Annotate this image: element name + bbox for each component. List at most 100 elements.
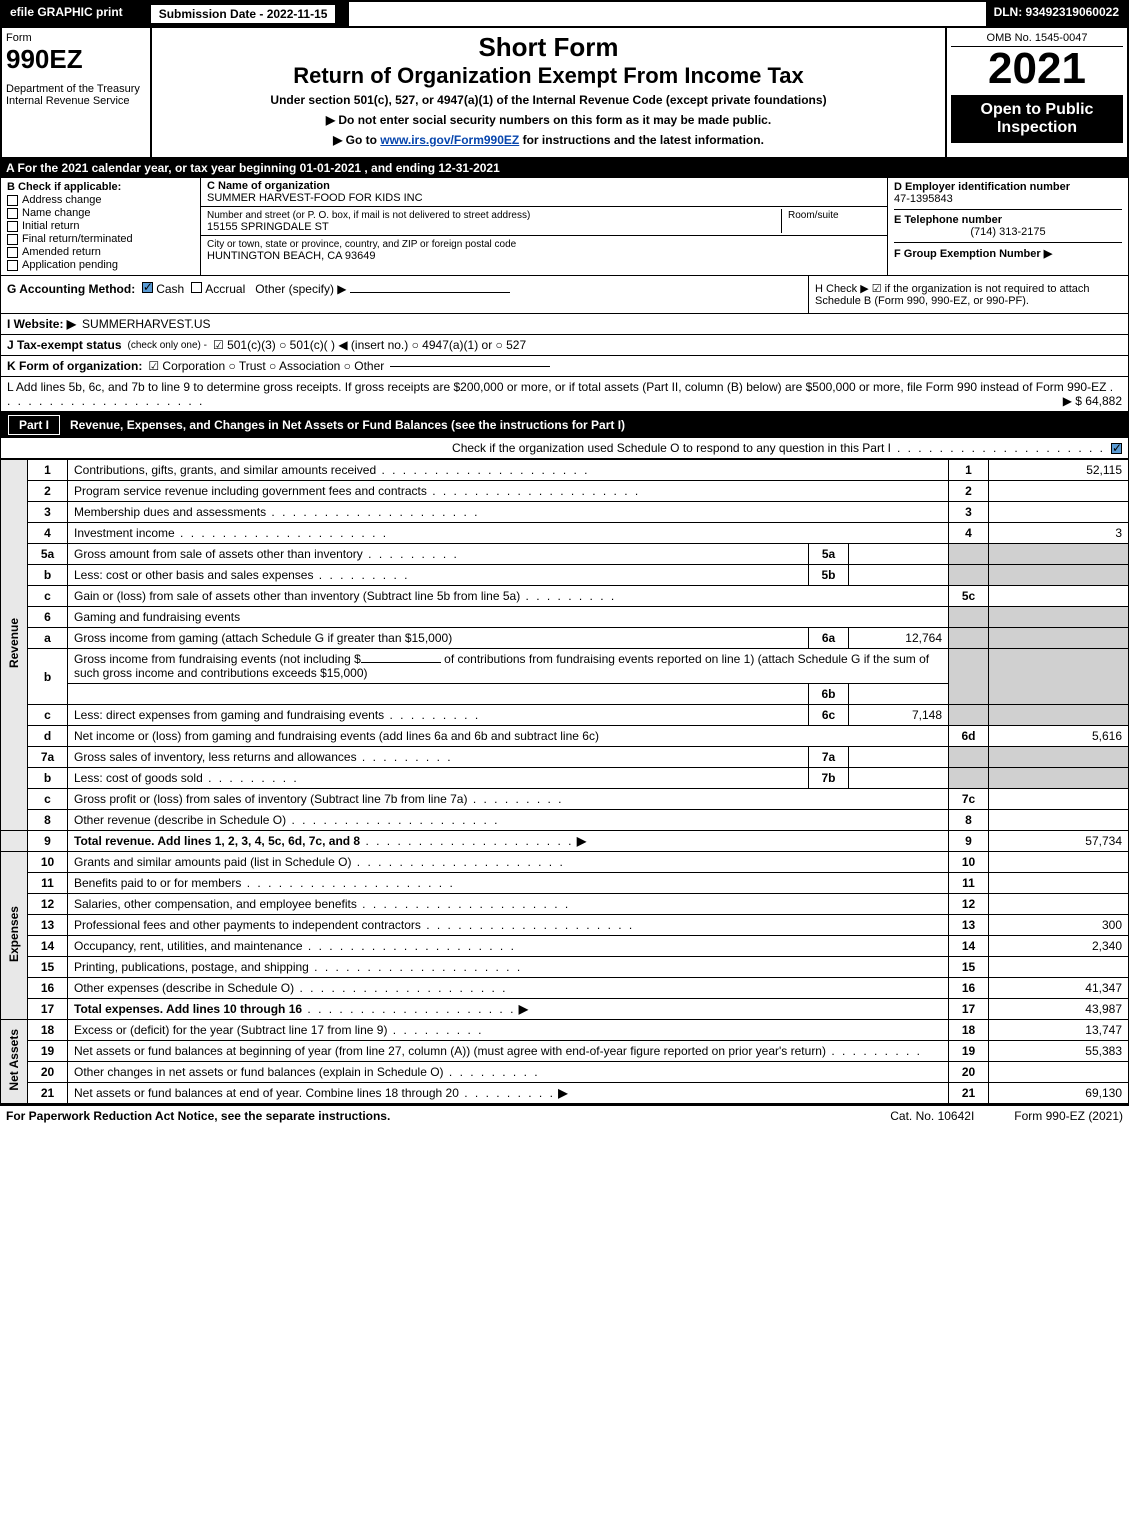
- department-label: Department of the Treasury Internal Reve…: [6, 83, 146, 107]
- checkbox-icon: [7, 221, 18, 232]
- checkbox-icon: [7, 247, 18, 258]
- dots-icon: [897, 441, 1105, 455]
- j-sub: (check only one) -: [128, 340, 207, 351]
- table-row: c Gain or (loss) from sale of assets oth…: [1, 586, 1129, 607]
- amt-line9: 57,734: [989, 831, 1129, 852]
- irs-link[interactable]: www.irs.gov/Form990EZ: [380, 133, 519, 147]
- arrow-icon: ▶: [558, 1086, 567, 1100]
- org-address: 15155 SPRINGDALE ST: [207, 221, 329, 233]
- table-row: 2 Program service revenue including gove…: [1, 481, 1129, 502]
- chk-final-return[interactable]: Final return/terminated: [7, 233, 194, 245]
- section-b: B Check if applicable: Address change Na…: [1, 178, 201, 275]
- efile-print-label[interactable]: efile GRAPHIC print: [2, 2, 133, 26]
- under-section: Under section 501(c), 527, or 4947(a)(1)…: [162, 93, 935, 107]
- addr-label: Number and street (or P. O. box, if mail…: [207, 210, 530, 221]
- amt-line1: 52,115: [989, 460, 1129, 481]
- table-row: 16 Other expenses (describe in Schedule …: [1, 978, 1129, 999]
- amt-line14: 2,340: [989, 936, 1129, 957]
- city-label: City or town, state or province, country…: [207, 239, 516, 250]
- dots-icon: [303, 939, 516, 953]
- chk-amended-return[interactable]: Amended return: [7, 246, 194, 258]
- ein-value: 47-1395843: [894, 193, 1122, 205]
- arrow-icon: ▶: [577, 834, 586, 848]
- part1-label: Part I: [8, 415, 60, 435]
- chk-initial-return[interactable]: Initial return: [7, 220, 194, 232]
- org-name-row: C Name of organization SUMMER HARVEST-FO…: [201, 178, 887, 207]
- group-exemption-block: F Group Exemption Number ▶: [894, 247, 1122, 260]
- table-row: c Gross profit or (loss) from sales of i…: [1, 789, 1129, 810]
- ein-block: D Employer identification number 47-1395…: [894, 181, 1122, 210]
- part1-title: Revenue, Expenses, and Changes in Net As…: [70, 418, 625, 432]
- amt-line19: 55,383: [989, 1041, 1129, 1062]
- dots-icon: [384, 708, 480, 722]
- submission-date: Submission Date - 2022-11-15: [151, 5, 336, 23]
- dots-icon: [203, 771, 299, 785]
- table-row: 7a Gross sales of inventory, less return…: [1, 747, 1129, 768]
- dots-icon: [351, 855, 564, 869]
- l-gross-receipts-row: L Add lines 5b, 6c, and 7b to line 9 to …: [0, 377, 1129, 412]
- instr-ssn: ▶ Do not enter social security numbers o…: [162, 113, 935, 127]
- dots-icon: [357, 750, 453, 764]
- org-address-row: Number and street (or P. O. box, if mail…: [201, 207, 887, 236]
- checkbox-icon: [7, 195, 18, 206]
- instr-goto-post: for instructions and the latest informat…: [519, 133, 764, 147]
- room-label: Room/suite: [788, 210, 839, 221]
- chk-address-change[interactable]: Address change: [7, 194, 194, 206]
- short-form-title: Short Form: [162, 32, 935, 63]
- checkbox-checked-icon: [142, 282, 153, 293]
- amt-line13: 300: [989, 915, 1129, 936]
- submission-date-box: Submission Date - 2022-11-15: [133, 2, 350, 26]
- org-city-row: City or town, state or province, country…: [201, 236, 887, 264]
- form-label: Form: [6, 32, 146, 44]
- ein-label: D Employer identification number: [894, 181, 1122, 193]
- tel-value: (714) 313-2175: [894, 226, 1122, 238]
- header-right: OMB No. 1545-0047 2021 Open to Public In…: [947, 28, 1127, 157]
- dots-icon: [266, 505, 479, 519]
- checkbox-icon: [191, 282, 202, 293]
- page-footer: For Paperwork Reduction Act Notice, see …: [0, 1104, 1129, 1126]
- amt-line4: 3: [989, 523, 1129, 544]
- table-row: c Less: direct expenses from gaming and …: [1, 705, 1129, 726]
- chk-application-pending[interactable]: Application pending: [7, 259, 194, 271]
- dots-icon: [175, 526, 388, 540]
- expenses-vlabel: Expenses: [1, 852, 28, 1020]
- l-amount: ▶ $ 64,882: [1063, 394, 1122, 408]
- form-footer-label: Form 990-EZ (2021): [1014, 1109, 1123, 1123]
- table-row: b Gross income from fundraising events (…: [1, 649, 1129, 684]
- amt-line17: 43,987: [989, 999, 1129, 1020]
- instr-goto-pre: ▶ Go to: [333, 133, 380, 147]
- table-row: Net Assets 18 Excess or (deficit) for th…: [1, 1020, 1129, 1041]
- chk-name-change[interactable]: Name change: [7, 207, 194, 219]
- checkbox-icon: [7, 260, 18, 271]
- arrow-icon: ▶: [519, 1002, 528, 1016]
- table-row: 9 Total revenue. Add lines 1, 2, 3, 4, 5…: [1, 831, 1129, 852]
- dots-icon: [376, 463, 589, 477]
- dots-icon: [444, 1065, 540, 1079]
- table-row: 17 Total expenses. Add lines 10 through …: [1, 999, 1129, 1020]
- table-row: b Less: cost or other basis and sales ex…: [1, 565, 1129, 586]
- h-schedule-b: H Check ▶ ☑ if the organization is not r…: [808, 276, 1128, 313]
- c-name-label: C Name of organization: [207, 180, 330, 192]
- line-a-calendar-year: A For the 2021 calendar year, or tax yea…: [0, 159, 1129, 177]
- i-website-row: I Website: ▶ SUMMERHARVEST.US: [0, 314, 1129, 335]
- checkbox-icon: [7, 234, 18, 245]
- i-label: I Website: ▶: [7, 317, 76, 331]
- lines-table: Revenue 1 Contributions, gifts, grants, …: [0, 459, 1129, 1104]
- table-row: Revenue 1 Contributions, gifts, grants, …: [1, 460, 1129, 481]
- dots-icon: [309, 960, 522, 974]
- table-row: 3 Membership dues and assessments 3: [1, 502, 1129, 523]
- revenue-vlabel: Revenue: [1, 460, 28, 831]
- amt-line6a: 12,764: [849, 628, 949, 649]
- gh-block: G Accounting Method: Cash Accrual Other …: [0, 276, 1129, 314]
- table-row: 11 Benefits paid to or for members 11: [1, 873, 1129, 894]
- dots-icon: [427, 484, 640, 498]
- j-label: J Tax-exempt status: [7, 338, 122, 352]
- table-row: 13 Professional fees and other payments …: [1, 915, 1129, 936]
- dots-icon: [294, 981, 507, 995]
- tax-year: 2021: [951, 47, 1123, 91]
- header-center: Short Form Return of Organization Exempt…: [152, 28, 947, 157]
- table-row: 6 Gaming and fundraising events: [1, 607, 1129, 628]
- dots-icon: [520, 589, 616, 603]
- table-row: 19 Net assets or fund balances at beginn…: [1, 1041, 1129, 1062]
- form-header: Form 990EZ Department of the Treasury In…: [0, 28, 1129, 159]
